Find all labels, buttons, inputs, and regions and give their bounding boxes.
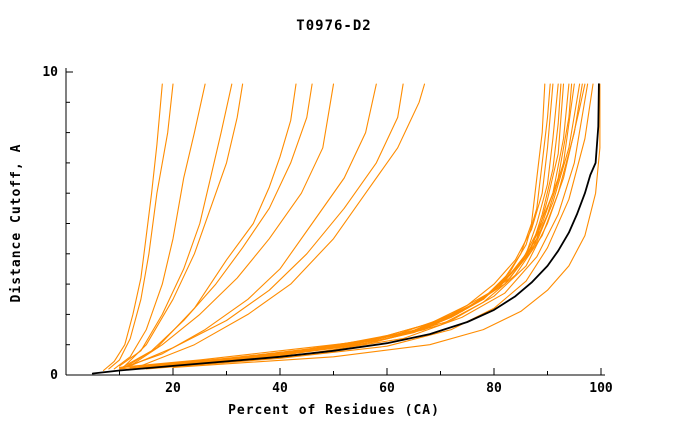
axes-group <box>65 68 605 376</box>
model-curve-model-08 <box>129 83 335 367</box>
x-axis-label: Percent of Residues (CA) <box>228 403 440 418</box>
x-tick-label: 20 <box>165 381 181 396</box>
model-curve-model-10 <box>129 83 404 367</box>
x-tick-label: 80 <box>486 381 502 396</box>
model-curve-model-03 <box>113 83 206 370</box>
x-tick-label: 40 <box>272 381 288 396</box>
model-curve-model-01 <box>102 83 163 372</box>
model-curve-model-11 <box>140 83 426 367</box>
model-curve-model-25 <box>145 83 594 370</box>
y-tick-label: 0 <box>50 368 58 383</box>
model-curve-model-26 <box>172 83 601 368</box>
model-curve-model-07 <box>118 83 313 370</box>
model-curve-model-21 <box>151 83 581 367</box>
model-curve-model-05 <box>124 83 244 367</box>
model-curve-model-22 <box>161 83 583 367</box>
chart-title: T0976-D2 <box>296 18 371 34</box>
model-curve-model-04 <box>118 83 233 367</box>
model-curve-model-23 <box>161 83 586 365</box>
model-curve-model-24 <box>172 83 589 367</box>
x-tick-label: 60 <box>379 381 395 396</box>
model-curve-model-02 <box>108 83 174 370</box>
series-group <box>91 83 601 375</box>
x-tick-label: 100 <box>589 381 613 396</box>
reference-curve <box>91 83 600 375</box>
y-axis-label: Distance Cutoff, A <box>9 144 24 303</box>
tick-labels-group: 20 40 60 80 100 0 10 <box>42 65 613 396</box>
y-tick-label: 10 <box>42 65 58 80</box>
